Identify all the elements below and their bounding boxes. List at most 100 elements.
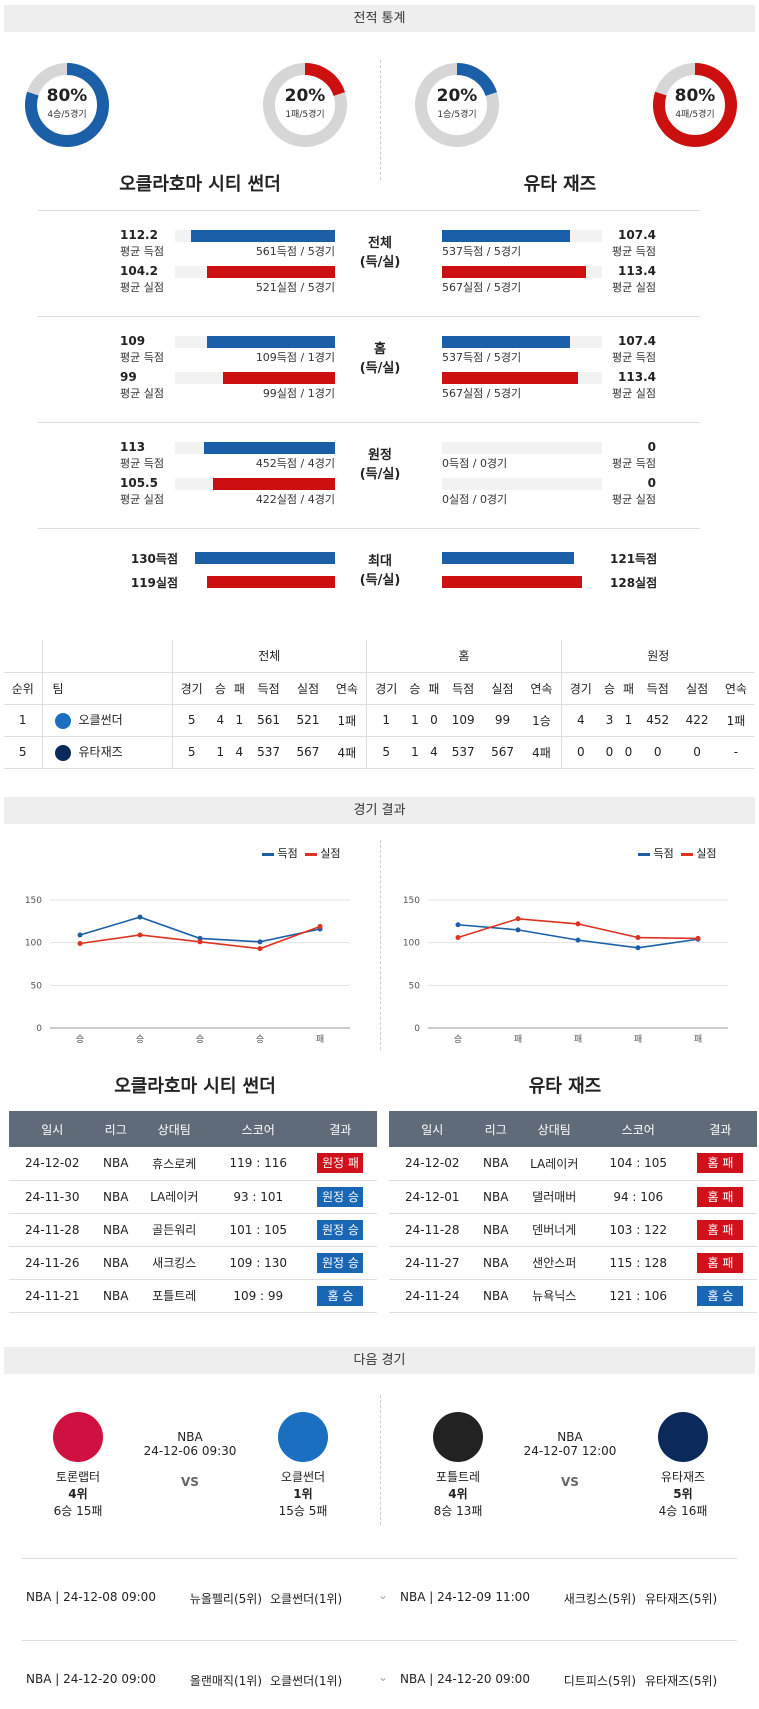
stat-cell: 567 <box>482 736 523 769</box>
team-name: 오클썬더 <box>280 1470 326 1484</box>
chart-legend-left: 득점 실점 <box>262 845 341 861</box>
stat-label: 평균 실점 <box>120 281 164 294</box>
data-point <box>515 916 521 922</box>
stat-caption: 99실점 / 1경기 <box>262 387 335 400</box>
standings-col-header: 경기 <box>366 672 406 705</box>
donut-record: 1승/5경기 <box>437 110 477 120</box>
team-name: 유타재즈 <box>660 1470 706 1484</box>
standings-group-header: 홈 <box>366 640 562 673</box>
data-point <box>695 935 701 941</box>
stat-value: 113 <box>120 440 146 454</box>
team-record: 6승 15패 <box>53 1504 103 1518</box>
standings-col-header: 승 <box>210 672 230 705</box>
next-game-team: 오클썬더 1위 15승 5패 <box>258 1412 348 1519</box>
stat-label: 평균 득점 <box>120 351 164 364</box>
data-point <box>455 922 461 928</box>
date-cell: 24-11-24 <box>389 1279 476 1313</box>
next-game-team: 유타재즈 5위 4승 16패 <box>638 1412 728 1519</box>
data-point <box>197 939 203 945</box>
result-badge: 원정 승 <box>317 1186 364 1207</box>
header-team: 팀 <box>42 672 173 705</box>
results-col-header: 일시 <box>389 1111 476 1147</box>
opponent-cell: 골든워리 <box>135 1213 213 1247</box>
stat-group-name: 최대 <box>368 554 392 569</box>
team-name: 포틀트레 <box>435 1470 481 1484</box>
y-tick-label: 100 <box>403 939 420 949</box>
table-row: 24-12-01 NBA 댈러매버 94 : 106 홈 패 <box>389 1180 757 1214</box>
header-blank <box>42 640 173 673</box>
team-rank: 5위 <box>673 1487 693 1501</box>
next-game-info: NBA 24-12-06 09:30 <box>140 1430 240 1458</box>
table-row: 24-11-24 NBA 뉴욕닉스 121 : 106 홈 승 <box>389 1279 757 1313</box>
team-name: 유타재즈 <box>78 745 123 760</box>
result-cell: 홈 패 <box>683 1180 757 1214</box>
team-record: 15승 5패 <box>278 1504 328 1518</box>
away-results-title: 유타 재즈 <box>528 1076 602 1097</box>
stat-cell: 1 <box>405 704 425 737</box>
results-col-header: 일시 <box>9 1111 96 1147</box>
table-row: 24-11-30 NBA LA레이커 93 : 101 원정 승 <box>9 1180 377 1214</box>
league-cell: NBA <box>95 1279 136 1313</box>
table-row: 24-11-27 NBA 샌안스퍼 115 : 128 홈 패 <box>389 1246 757 1280</box>
donut-chart <box>415 63 499 147</box>
table-row: 24-11-21 NBA 포틀트레 109 : 99 홈 승 <box>9 1279 377 1313</box>
stat-cell: 4 <box>561 704 600 737</box>
stat-cell: 4패 <box>327 736 368 769</box>
date-cell: 24-11-27 <box>389 1246 476 1280</box>
stat-bar-fill <box>442 230 570 242</box>
opponent-cell: 휴스로케 <box>135 1147 213 1181</box>
chart-legend-right: 득점 실점 <box>638 845 717 861</box>
result-cell: 홈 패 <box>683 1147 757 1181</box>
stat-value: 112.2 <box>120 228 158 242</box>
row-divider <box>22 1640 737 1641</box>
opponent-cell: 포틀트레 <box>135 1279 213 1313</box>
standings-col-header: 연속 <box>716 672 755 705</box>
stat-group-sub: (득/실) <box>359 361 401 376</box>
opponent-cell: LA레이커 <box>515 1147 593 1181</box>
standings-col-header: 실점 <box>482 672 523 705</box>
stat-cell: 1 <box>619 704 638 737</box>
next-game-info: NBA 24-12-07 12:00 <box>520 1430 620 1458</box>
stat-group-name: 전체 <box>368 236 392 251</box>
table-row: 24-11-26 NBA 새크킹스 109 : 130 원정 승 <box>9 1246 377 1280</box>
table-row: 24-11-28 NBA 덴버너게 103 : 122 홈 패 <box>389 1213 757 1247</box>
stat-bar-fill <box>207 266 335 278</box>
stat-group-name: 원정 <box>368 448 392 463</box>
result-badge: 홈 패 <box>697 1219 744 1240</box>
stat-group-sub: (득/실) <box>359 467 401 482</box>
date-cell: 24-12-02 <box>9 1147 96 1181</box>
y-tick-label: 150 <box>403 896 420 906</box>
x-tick-label: 패 <box>574 1034 582 1045</box>
x-tick-label: 승 <box>196 1034 204 1045</box>
vs-label: VS <box>561 1475 579 1489</box>
stat-group-label: 홈 (득/실) <box>350 340 410 378</box>
stat-cell: 452 <box>638 704 678 737</box>
upcoming-team: 유타재즈(5위) <box>645 1674 718 1688</box>
donut-chart <box>653 63 737 147</box>
standings-group-header: 전체 <box>172 640 368 673</box>
result-cell: 원정 승 <box>303 1180 377 1214</box>
table-row: 1 오클썬더 5 4 1 561 521 1패 1 1 0 109 99 1승 4 3 1 452 422 1패 <box>4 704 755 737</box>
stat-value: 107.4 <box>618 334 656 348</box>
stat-group-sub: (득/실) <box>359 255 401 270</box>
stat-cell: 1패 <box>716 704 755 737</box>
score-cell: 121 : 106 <box>592 1279 684 1313</box>
league-cell: NBA <box>475 1180 516 1214</box>
stat-value: 0 <box>647 476 656 490</box>
upcoming-opponent: 새크킹스(5위) <box>563 1592 636 1606</box>
data-point <box>257 939 263 945</box>
opponent-cell: 새크킹스 <box>135 1246 213 1280</box>
max-bar-fill <box>442 576 582 588</box>
legend-score-label: 득점 <box>277 847 298 860</box>
game-league: NBA <box>177 1430 203 1444</box>
results-col-header: 상대팀 <box>135 1111 213 1147</box>
stat-bar-fill <box>213 478 335 490</box>
team-name: 오클썬더 <box>78 713 123 728</box>
stat-bar-fill <box>207 336 335 348</box>
results-col-header: 결과 <box>683 1111 757 1147</box>
row-divider <box>22 1558 737 1559</box>
chevron-down-icon: ⌄ <box>378 1588 389 1602</box>
x-tick-label: 승 <box>454 1034 462 1045</box>
header-rank: 순위 <box>4 672 43 705</box>
legend-lost-label: 실점 <box>696 847 717 860</box>
